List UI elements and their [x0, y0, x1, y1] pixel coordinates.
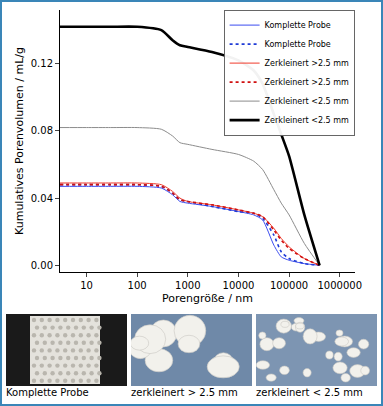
- svg-text:Kumulatives Porenvolumen / mL/: Kumulatives Porenvolumen / mL/g: [13, 47, 26, 235]
- svg-text:100: 100: [128, 280, 147, 291]
- svg-text:0.12: 0.12: [31, 58, 53, 69]
- svg-text:1000000: 1000000: [317, 280, 362, 291]
- svg-text:Zerkleinert >2.5 mm: Zerkleinert >2.5 mm: [265, 78, 349, 87]
- html-text:zerkleinert > 2.5 mm: zerkleinert > 2.5 mm: [131, 387, 238, 398]
- svg-text:10000: 10000: [223, 280, 255, 291]
- svg-text:Komplette Probe: Komplette Probe: [265, 40, 331, 49]
- svg-text:Zerkleinert <2.5 mm: Zerkleinert <2.5 mm: [265, 116, 349, 125]
- svg-text:0.00: 0.00: [31, 260, 53, 271]
- html-text:zerkleinert < 2.5 mm: zerkleinert < 2.5 mm: [256, 387, 363, 398]
- svg-text:Porengröße / nm: Porengröße / nm: [162, 292, 253, 305]
- svg-text:0.04: 0.04: [31, 193, 53, 204]
- svg-text:1000: 1000: [175, 280, 200, 291]
- svg-text:Komplette Probe: Komplette Probe: [265, 21, 331, 30]
- svg-text:0.08: 0.08: [31, 125, 53, 136]
- svg-text:10: 10: [80, 280, 93, 291]
- html-text:Komplette Probe: Komplette Probe: [6, 387, 89, 398]
- svg-text:Zerkleinert <2.5 mm: Zerkleinert <2.5 mm: [265, 97, 349, 106]
- svg-text:Zerkleinert >2.5 mm: Zerkleinert >2.5 mm: [265, 59, 349, 68]
- svg-text:100000: 100000: [270, 280, 308, 291]
